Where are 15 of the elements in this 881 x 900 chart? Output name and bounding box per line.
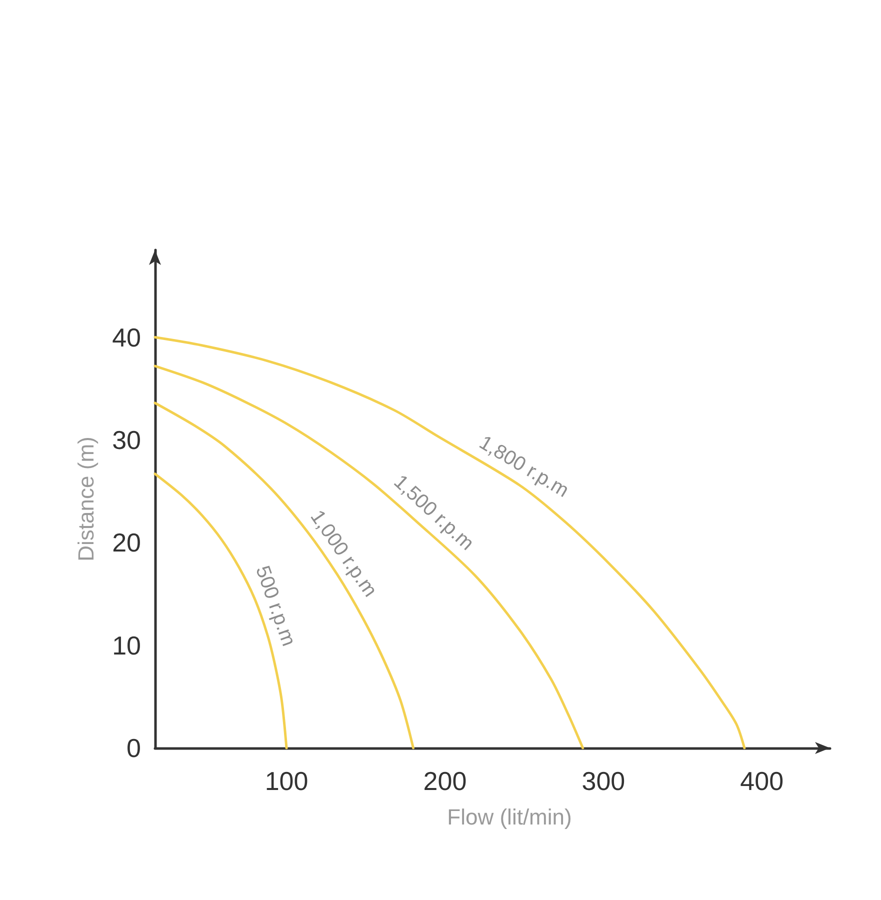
line-series	[154, 336, 746, 750]
y-axis-title: Distance (m)	[74, 436, 98, 562]
x-tick-label: 400	[740, 766, 784, 796]
x-tick-label: 100	[264, 766, 308, 796]
y-tick-label: 0	[126, 733, 141, 763]
y-tick-label: 30	[112, 424, 141, 455]
text: 500 r.p.m	[251, 563, 300, 649]
x-axis-title: Flow (lit/min)	[447, 804, 572, 830]
y-tick-label: 20	[112, 528, 141, 558]
y-tick-label: 40	[112, 322, 141, 352]
x-tick-label: 300	[582, 766, 626, 796]
text: 1,800 r.p.m	[475, 432, 572, 502]
line-series	[154, 364, 584, 750]
x-tick-label: 200	[423, 766, 467, 796]
y-tick-label: 10	[112, 630, 141, 660]
